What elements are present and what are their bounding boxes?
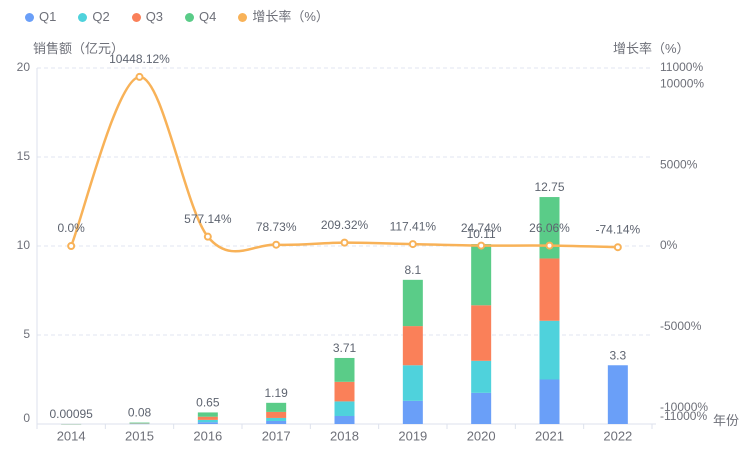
- line-point-2015[interactable]: [135, 72, 144, 81]
- line-value-label: 117.41%: [390, 219, 437, 233]
- bar-2018-q3[interactable]: [334, 381, 355, 402]
- line-value-label: 78.73%: [256, 220, 297, 234]
- line-value-label: 209.32%: [321, 218, 369, 232]
- bar-2016-q4[interactable]: [197, 412, 218, 417]
- bar-2019-q4[interactable]: [402, 279, 423, 327]
- bar-total-label: 0.08: [128, 406, 152, 420]
- legend-label-q4: Q4: [199, 9, 217, 24]
- bar-2017-q2[interactable]: [266, 417, 287, 421]
- legend-label-q2: Q2: [92, 9, 110, 24]
- left-axis-tick-label: 5: [23, 327, 30, 341]
- bar-2017-q3[interactable]: [266, 411, 287, 418]
- right-axis-title: 增长率（%）: [613, 41, 690, 56]
- left-axis-tick-label: 15: [17, 149, 31, 163]
- legend-swatch-growth-rate: [238, 12, 248, 22]
- bar-total-label: 3.71: [333, 341, 357, 355]
- line-value-label: 10448.12%: [109, 52, 170, 66]
- right-axis-tick-label: -11000%: [660, 409, 707, 423]
- bar-2021-q3[interactable]: [539, 258, 560, 321]
- bar-2019-q1[interactable]: [402, 400, 423, 424]
- bar-2016-q1[interactable]: [197, 422, 218, 424]
- legend-item-q1[interactable]: Q1: [25, 9, 56, 25]
- bar-2020-q2[interactable]: [471, 360, 492, 393]
- legend-item-growth-rate[interactable]: 增长率（%）: [238, 9, 329, 25]
- line-value-label: 577.14%: [184, 212, 232, 226]
- legend-item-q2[interactable]: Q2: [78, 9, 110, 25]
- legend-swatch-q2: [78, 12, 88, 22]
- legend-item-q4[interactable]: Q4: [185, 9, 216, 25]
- line-point-2014[interactable]: [67, 242, 76, 250]
- year-label-2019[interactable]: 2019: [398, 428, 427, 443]
- left-axis-tick-label: 0: [23, 411, 30, 425]
- right-axis-tick-label: 0%: [660, 238, 678, 252]
- line-point-2020[interactable]: [477, 241, 486, 250]
- legend-item-q3[interactable]: Q3: [131, 9, 164, 25]
- left-axis-title: 销售额（亿元）: [33, 41, 125, 56]
- year-label-2020[interactable]: 2020: [467, 428, 496, 443]
- bar-2020-q4[interactable]: [471, 244, 492, 306]
- year-label-2017[interactable]: 2017: [262, 428, 291, 443]
- right-axis-tick-label: -10000%: [660, 400, 708, 414]
- bar-total-label: 0.00095: [49, 407, 93, 421]
- right-axis-tick-label: -5000%: [660, 319, 702, 333]
- bar-2017-q4[interactable]: [266, 402, 287, 412]
- year-label-2022[interactable]: 2022: [603, 428, 632, 443]
- bar-2017-q1[interactable]: [266, 420, 287, 424]
- left-axis-tick-label: 20: [17, 60, 31, 74]
- bar-2021-q1[interactable]: [539, 379, 560, 425]
- legend-swatch-q1: [25, 12, 34, 22]
- line-point-2019[interactable]: [408, 240, 417, 249]
- line-point-2016[interactable]: [203, 232, 212, 241]
- right-axis-tick-label: 5000%: [660, 157, 698, 171]
- legend-label-q3: Q3: [145, 9, 164, 24]
- chart-legend: Q1 Q2 Q3 Q4 增长率（%）: [25, 9, 329, 25]
- bar-total-label: 10.11: [467, 227, 496, 241]
- bar-2018-q2[interactable]: [334, 401, 355, 416]
- bar-2022-q1[interactable]: [607, 365, 628, 424]
- year-label-2021[interactable]: 2021: [535, 428, 564, 443]
- right-axis-tick-label: 11000%: [660, 60, 703, 74]
- legend-label-q1: Q1: [39, 9, 57, 24]
- line-value-label: -74.14%: [595, 222, 640, 236]
- legend-label-growth-rate: 增长率（%）: [252, 9, 329, 24]
- bar-total-label: 8.1: [404, 263, 421, 277]
- year-label-2014[interactable]: 2014: [57, 428, 86, 443]
- line-value-label: 0.0%: [57, 221, 85, 235]
- right-axis-tick-label: 10000%: [660, 76, 704, 90]
- bar-2018-q1[interactable]: [334, 415, 355, 424]
- bar-2015-q4[interactable]: [129, 422, 150, 424]
- bar-total-label: 3.3: [609, 348, 626, 362]
- bar-2019-q2[interactable]: [402, 365, 423, 401]
- line-point-2017[interactable]: [272, 240, 281, 249]
- line-value-label: 24.74%: [461, 221, 502, 235]
- line-point-2021[interactable]: [545, 241, 554, 250]
- legend-swatch-q3: [131, 12, 141, 22]
- year-label-2018[interactable]: 2018: [330, 428, 359, 443]
- bar-total-label: 1.19: [264, 386, 288, 400]
- legend-swatch-q4: [185, 12, 195, 22]
- left-axis-tick-label: 10: [17, 238, 31, 252]
- bar-2016-q3[interactable]: [197, 416, 218, 420]
- year-label-2015[interactable]: 2015: [125, 428, 154, 443]
- bar-2016-q2[interactable]: [197, 419, 218, 423]
- bar-2019-q3[interactable]: [402, 326, 423, 366]
- bar-total-label: 0.65: [196, 396, 220, 410]
- bar-2018-q4[interactable]: [334, 357, 355, 382]
- bar-2020-q1[interactable]: [471, 392, 492, 424]
- line-value-label: 26.06%: [529, 221, 570, 235]
- year-label-2016[interactable]: 2016: [193, 428, 222, 443]
- bar-2020-q3[interactable]: [471, 305, 492, 361]
- bar-2021-q2[interactable]: [539, 320, 560, 380]
- line-point-2022[interactable]: [613, 243, 622, 252]
- x-axis-title: 年份: [713, 413, 740, 428]
- bar-total-label: 12.75: [534, 180, 564, 194]
- bar-2021-q4[interactable]: [539, 197, 560, 259]
- line-point-2018[interactable]: [340, 238, 349, 247]
